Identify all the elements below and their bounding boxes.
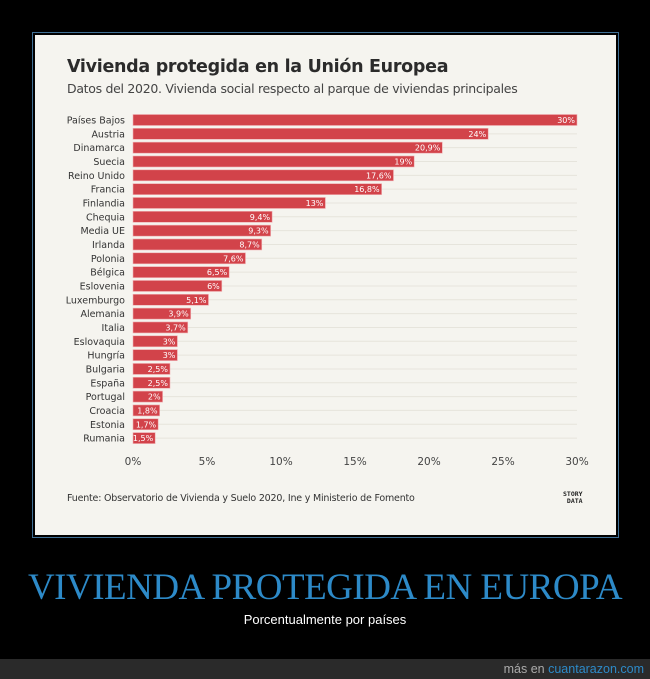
x-tick-label: 30% <box>565 456 588 468</box>
category-label: Polonia <box>91 254 125 265</box>
data-label: 24% <box>468 130 486 139</box>
bar <box>132 114 578 126</box>
story-data-logo: STORY DATA <box>563 490 583 505</box>
data-label: 19% <box>394 157 412 166</box>
footer-prefix: más en <box>503 662 545 676</box>
data-label: 3% <box>163 337 176 346</box>
bar <box>132 363 171 375</box>
data-label: 1,7% <box>136 420 157 429</box>
data-label: 2,5% <box>148 365 169 374</box>
data-label: 8,7% <box>239 240 260 249</box>
category-label: Portugal <box>86 392 125 403</box>
bar <box>132 183 382 195</box>
data-label: 9,3% <box>248 227 269 236</box>
bar <box>132 321 189 334</box>
bar <box>132 349 178 361</box>
bar <box>132 404 160 417</box>
category-label: Francia <box>91 185 125 196</box>
x-tick-label: 10% <box>269 456 292 468</box>
category-label: Bélgica <box>90 268 125 279</box>
x-tick-label: 25% <box>491 456 514 468</box>
data-label: 5,1% <box>186 296 207 305</box>
bar <box>132 418 159 431</box>
x-tick-label: 5% <box>199 456 216 468</box>
site-link[interactable]: cuantarazon.com <box>548 662 644 676</box>
data-label: 1,8% <box>137 406 158 415</box>
bar <box>132 307 192 320</box>
image-frame: Vivienda protegida en la Unión Europea D… <box>32 32 619 538</box>
x-tick-label: 15% <box>343 456 366 468</box>
category-label: Luxemburgo <box>66 295 125 306</box>
category-label: Bulgaria <box>86 364 125 375</box>
bar <box>132 141 443 154</box>
bar <box>132 169 394 182</box>
bar <box>132 128 489 140</box>
chart-source: Fuente: Observatorio de Vivienda y Suelo… <box>67 493 415 504</box>
category-label: Países Bajos <box>67 116 125 127</box>
chart-subtitle: Datos del 2020. Vivienda social respecto… <box>67 81 518 96</box>
data-label: 16,8% <box>354 185 380 194</box>
x-tick-label: 0% <box>125 456 142 468</box>
category-label: Rumania <box>83 434 125 445</box>
chart-title: Vivienda protegida en la Unión Europea <box>67 57 449 77</box>
bar <box>132 376 171 389</box>
data-label: 20,9% <box>415 144 441 153</box>
post-title: VIVIENDA PROTEGIDA EN EUROPA <box>27 567 623 608</box>
data-label: 13% <box>306 199 324 208</box>
data-label: 3,7% <box>165 323 186 332</box>
category-label: Irlanda <box>92 240 125 251</box>
data-label: 30% <box>557 116 575 125</box>
category-label: Reino Unido <box>68 171 125 182</box>
category-label: Finlandia <box>83 198 125 209</box>
x-tick-label: 20% <box>417 456 440 468</box>
bar <box>132 335 178 348</box>
bar <box>132 266 230 278</box>
category-label: España <box>90 378 125 389</box>
data-label: 3% <box>163 351 176 360</box>
data-label: 6,5% <box>207 268 228 277</box>
bar <box>132 252 246 265</box>
category-label: Hungría <box>87 351 125 362</box>
footer-bar: más en cuantarazon.com <box>0 659 650 679</box>
data-label: 2% <box>148 393 161 402</box>
bar <box>132 280 223 292</box>
category-label: Media UE <box>80 226 125 237</box>
category-label: Alemania <box>80 309 125 320</box>
category-label: Eslovenia <box>80 281 125 292</box>
category-label: Dinamarca <box>73 143 125 154</box>
category-label: Croacia <box>89 406 125 417</box>
category-label: Suecia <box>93 157 125 168</box>
data-label: 7,6% <box>223 254 244 263</box>
category-label: Estonia <box>90 420 125 431</box>
bar <box>132 224 271 237</box>
bar <box>132 155 415 168</box>
data-label: 2,5% <box>148 379 169 388</box>
data-label: 9,4% <box>250 213 271 222</box>
data-label: 3,9% <box>168 310 189 319</box>
data-label: 17,6% <box>366 171 392 180</box>
bar <box>132 238 263 251</box>
category-label: Italia <box>102 323 125 334</box>
category-label: Eslovaquia <box>74 337 125 348</box>
bar <box>132 293 209 306</box>
bar <box>132 432 156 444</box>
bar <box>132 197 326 209</box>
bar <box>132 211 273 223</box>
category-label: Chequia <box>86 212 125 223</box>
bar <box>132 390 163 403</box>
data-label: 1,5% <box>133 434 154 443</box>
bar-chart: Países Bajos 30% Austria 24% Dinamarca 20,9% S… <box>66 114 589 468</box>
post-subtitle: Porcentualmente por países <box>243 612 407 627</box>
chart-panel: Vivienda protegida en la Unión Europea D… <box>35 35 616 535</box>
category-label: Austria <box>91 129 125 140</box>
data-label: 6% <box>207 282 220 291</box>
